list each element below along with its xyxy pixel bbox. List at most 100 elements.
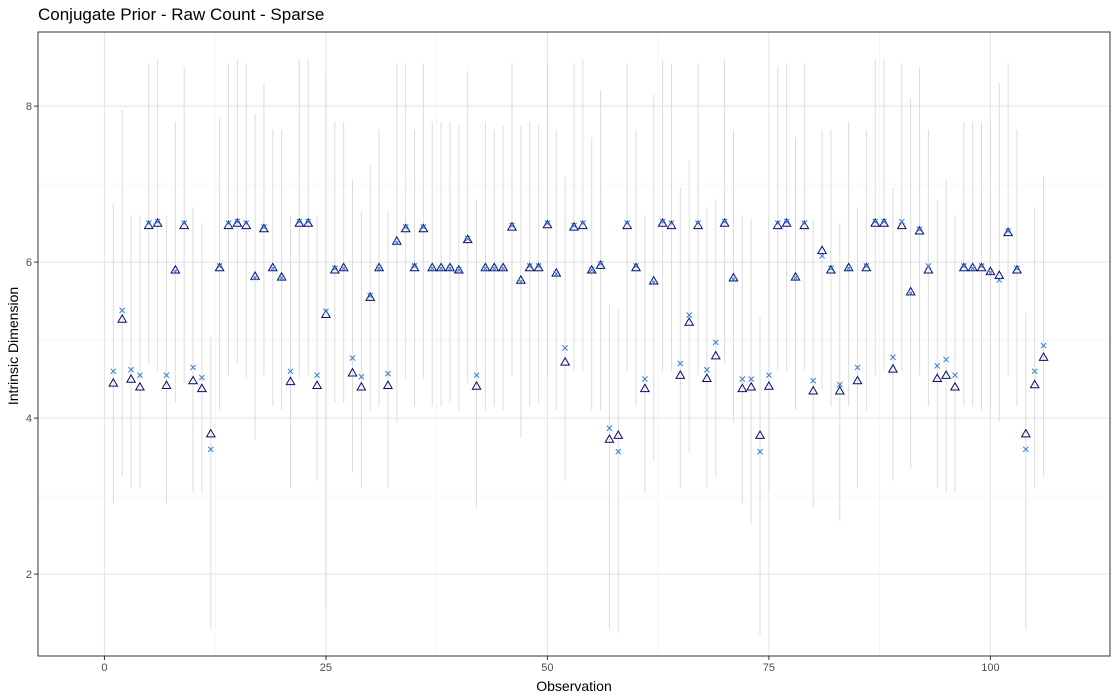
triangle-point — [480, 262, 491, 272]
triangle-point — [125, 373, 137, 383]
y-axis-ticks: 2 4 6 8 — [26, 101, 38, 581]
cross-point — [562, 344, 569, 351]
cross-point — [774, 220, 781, 227]
cross-point — [198, 374, 205, 381]
cross-point — [252, 274, 259, 281]
cross-point — [473, 372, 480, 379]
triangle-point — [560, 356, 571, 366]
triangle-point — [790, 271, 801, 281]
triangle-point — [781, 217, 792, 227]
cross-point — [606, 425, 613, 432]
cross-point — [916, 226, 923, 233]
triangle-point — [861, 262, 872, 272]
cross-point — [287, 368, 294, 375]
cross-point — [703, 366, 710, 373]
cross-point — [1040, 342, 1047, 349]
cross-point — [367, 292, 374, 299]
cross-point — [925, 263, 932, 269]
cross-point — [535, 263, 542, 269]
y-tick-label: 2 — [26, 569, 32, 581]
triangle-point — [134, 381, 145, 391]
triangle-point — [595, 260, 606, 269]
cross-point — [526, 263, 533, 269]
cross-point — [464, 235, 471, 242]
cross-point — [819, 252, 826, 259]
cross-point — [269, 265, 276, 272]
cross-point — [952, 372, 958, 379]
cross-point — [322, 308, 329, 315]
triangle-point — [400, 223, 411, 233]
x-tick-label: 100 — [981, 662, 999, 674]
cross-point — [863, 263, 870, 269]
cross-point — [314, 372, 321, 379]
triangle-point — [834, 385, 845, 395]
triangle-point — [436, 262, 447, 272]
cross-point — [597, 260, 604, 267]
triangle-point — [382, 380, 394, 389]
triangle-point — [843, 262, 854, 272]
cross-point — [190, 364, 196, 371]
triangle-point — [187, 375, 199, 385]
cross-point — [686, 312, 693, 319]
cross-point — [783, 218, 790, 225]
triangle-point — [630, 262, 642, 272]
triangle-point — [941, 369, 952, 379]
cross-point — [721, 218, 728, 225]
triangle-point — [453, 264, 464, 274]
cross-point — [119, 307, 126, 314]
cross-point — [243, 220, 250, 227]
triangle-point — [914, 225, 925, 235]
triangle-point — [896, 220, 907, 230]
triangle-point — [285, 376, 296, 386]
cross-point — [695, 220, 701, 227]
cross-point — [455, 266, 462, 273]
cross-point — [225, 220, 232, 227]
triangle-point — [276, 271, 287, 281]
triangle-point — [267, 262, 278, 272]
cross-point — [668, 220, 675, 227]
x-axis-label: Observation — [536, 678, 611, 694]
triangle-point — [923, 264, 934, 274]
triangle-point — [161, 380, 172, 389]
cross-point — [447, 265, 453, 272]
cross-point — [641, 376, 648, 383]
cross-point — [898, 218, 905, 225]
cross-point — [181, 220, 188, 227]
cross-point — [748, 376, 755, 383]
triangle-point — [258, 223, 269, 233]
panel-border — [37, 31, 1111, 657]
x-axis-ticks: 0 25 50 75 100 — [101, 656, 1000, 674]
triangle-point — [1038, 352, 1049, 361]
cross-point — [172, 268, 179, 275]
triangle-point — [524, 262, 535, 272]
triangle-point — [568, 221, 580, 231]
triangle-point — [586, 264, 597, 274]
cross-point — [420, 224, 427, 230]
cross-point — [402, 224, 409, 230]
triangle-point — [701, 373, 712, 382]
cross-point — [331, 265, 338, 272]
cross-point — [624, 220, 631, 227]
x-tick-label: 75 — [763, 662, 775, 674]
triangle-point — [117, 313, 128, 323]
triangle-point — [949, 381, 961, 391]
triangle-point — [506, 221, 518, 231]
cross-point — [712, 339, 719, 346]
cross-point — [739, 376, 746, 383]
cross-point — [340, 265, 347, 272]
cross-point — [376, 265, 383, 272]
triangle-point — [196, 383, 207, 393]
triangle-point — [418, 223, 429, 233]
cross-point — [482, 265, 489, 272]
cross-point — [384, 370, 391, 377]
triangle-point — [498, 262, 509, 272]
triangle-point — [338, 262, 349, 272]
triangle-point — [967, 262, 978, 272]
cross-point — [943, 356, 950, 363]
triangle-point — [551, 267, 562, 277]
triangle-point — [763, 380, 774, 390]
cross-point — [571, 222, 577, 229]
triangle-point — [657, 217, 668, 227]
cross-point — [907, 290, 914, 297]
